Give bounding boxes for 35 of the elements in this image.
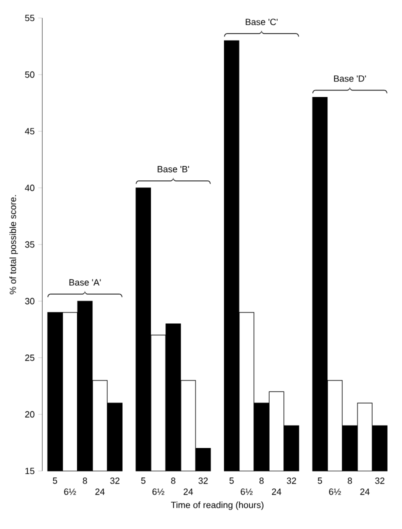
x-tick-label: 8: [171, 478, 176, 484]
x-tick-label: 24: [184, 488, 193, 495]
y-tick-label: 30: [25, 298, 34, 304]
x-tick-label: 5: [318, 478, 322, 484]
x-tick-label: 6½: [329, 488, 341, 495]
x-tick-label: 6½: [64, 488, 76, 495]
y-tick-label: 25: [25, 354, 34, 361]
y-tick-label: 45: [24, 128, 34, 134]
x-tick-label: 8: [259, 478, 264, 484]
x-tick-label: 5: [229, 478, 234, 484]
annotation: Base 'D': [334, 75, 366, 82]
x-tick-label: 8: [82, 478, 88, 484]
x-tick-label: 6½: [240, 488, 253, 495]
x-tick-label: 32: [375, 478, 384, 484]
x-tick-label: 5: [52, 478, 58, 484]
y-tick-label: 20: [25, 411, 34, 418]
x-tick-label: 8: [348, 478, 352, 484]
x-tick-label: 32: [110, 478, 120, 484]
y-axis-title: % of total possible score.: [9, 195, 18, 294]
y-tick-label: 55: [25, 14, 34, 22]
x-tick-label: 32: [198, 478, 208, 484]
annotation: Base 'B': [158, 166, 190, 172]
annotation: Base 'C': [246, 18, 278, 26]
x-tick-label: 32: [286, 478, 296, 484]
y-tick-label: 40: [24, 184, 34, 192]
x-tick-label: 5: [141, 478, 146, 484]
x-tick-label: 6½: [152, 488, 164, 495]
x-tick-label: 24: [272, 488, 282, 495]
y-tick-label: 50: [25, 71, 34, 78]
x-tick-label: 24: [360, 488, 370, 495]
y-tick-label: 15: [25, 468, 34, 474]
x-tick-label: 24: [95, 488, 105, 495]
annotation: Base 'A': [69, 279, 101, 286]
x-axis-title: Time of reading (hours): [171, 502, 264, 510]
y-tick-label: 35: [25, 241, 34, 248]
